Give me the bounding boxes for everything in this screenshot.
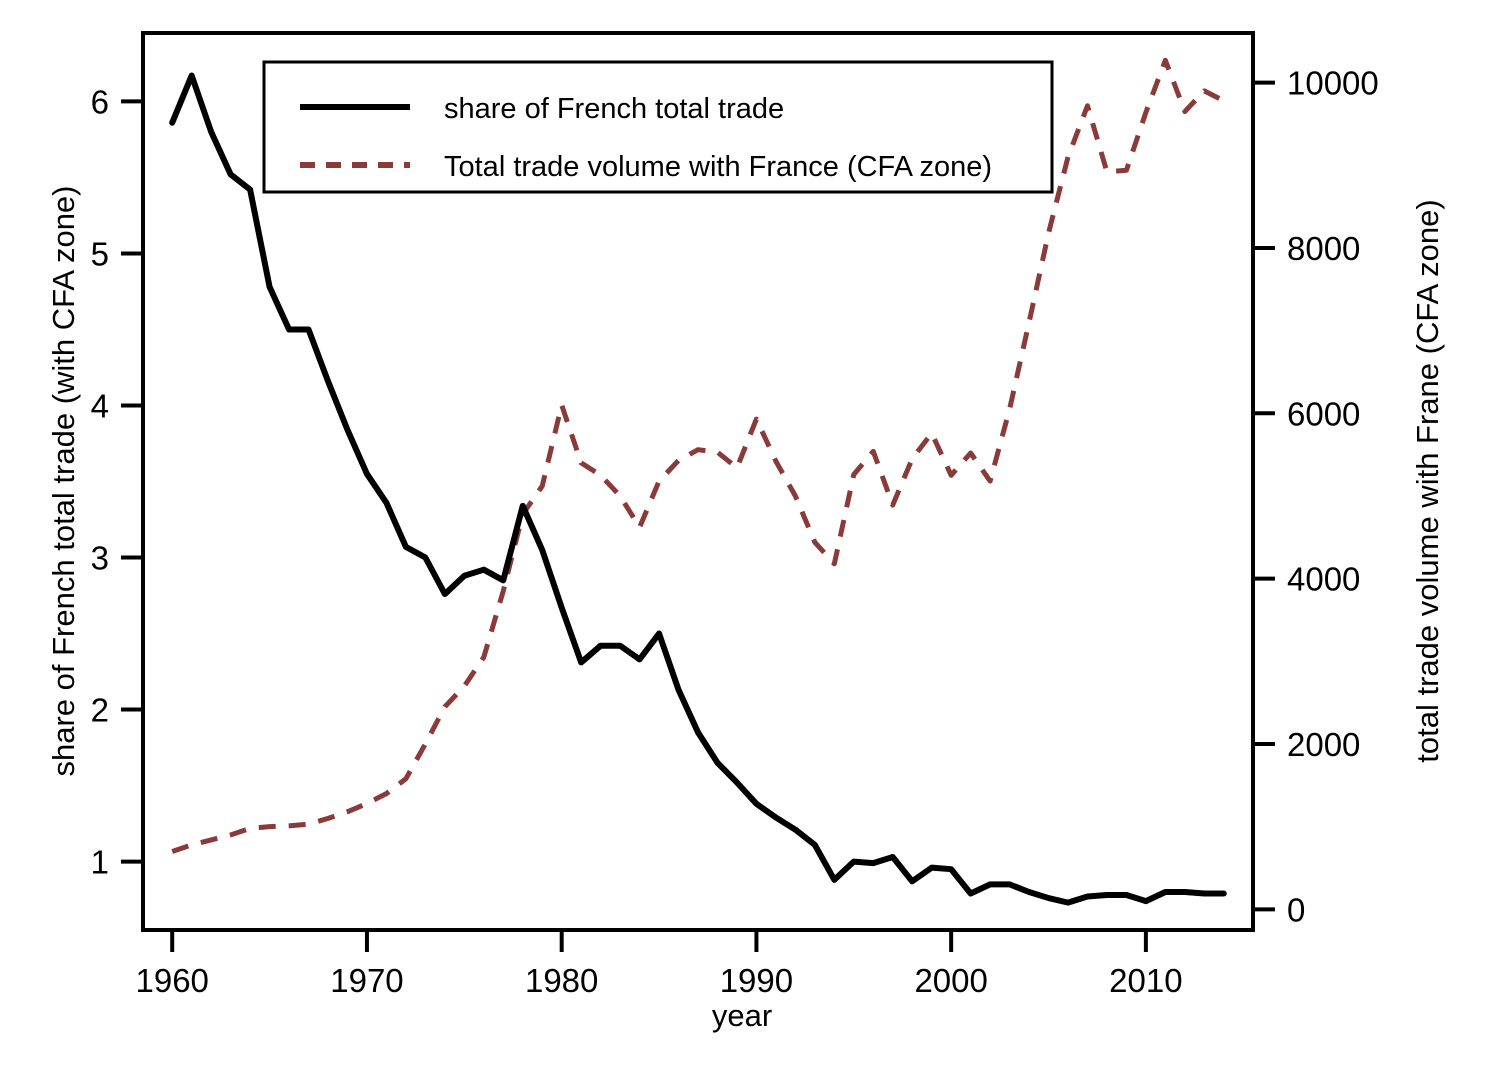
x-tick-label: 1960 [135, 962, 208, 999]
y-tick-label-left: 4 [91, 387, 109, 424]
y-axis-right-ticks: 0 2000 4000 6000 8000 10000 [1253, 65, 1379, 928]
legend-box [262, 60, 1054, 194]
y-tick-label-left: 3 [91, 540, 109, 577]
y-tick-label-left: 6 [91, 83, 109, 120]
y-axis-left-ticks: 1 2 3 4 5 6 [91, 83, 143, 881]
x-tick-label: 1990 [720, 962, 793, 999]
x-tick-label: 2000 [914, 962, 987, 999]
y-axis-left-title: share of French total trade (with CFA zo… [46, 186, 81, 777]
legend-label-trade-volume: Total trade volume with France (CFA zone… [444, 151, 992, 183]
chart-legend: share of French total trade Total trade … [262, 60, 1054, 194]
plot-area-border [141, 31, 1255, 932]
x-tick-label: 1980 [525, 962, 598, 999]
x-axis-ticks: 1960 1970 1980 1990 2000 2010 [135, 930, 1183, 999]
y-tick-label-right: 0 [1287, 891, 1305, 928]
x-axis-title: year [712, 998, 772, 1033]
y-tick-label-right: 2000 [1287, 726, 1360, 763]
y-tick-label-left: 5 [91, 235, 109, 272]
y-tick-label-right: 10000 [1287, 65, 1379, 102]
legend-label-french-share: share of French total trade [444, 93, 784, 125]
y-tick-label-left: 2 [91, 692, 109, 729]
series-line-trade-volume [171, 57, 1225, 854]
series-line-french-share [169, 72, 1227, 906]
y-tick-label-right: 4000 [1287, 561, 1360, 598]
y-tick-label-left: 1 [91, 844, 109, 881]
y-tick-label-right: 6000 [1287, 395, 1360, 432]
y-tick-label-right: 8000 [1287, 230, 1360, 267]
y-axis-right-title: total trade volume with Frane (CFA zone) [1410, 199, 1445, 762]
x-tick-label: 2010 [1109, 962, 1182, 999]
x-tick-label: 1970 [330, 962, 403, 999]
